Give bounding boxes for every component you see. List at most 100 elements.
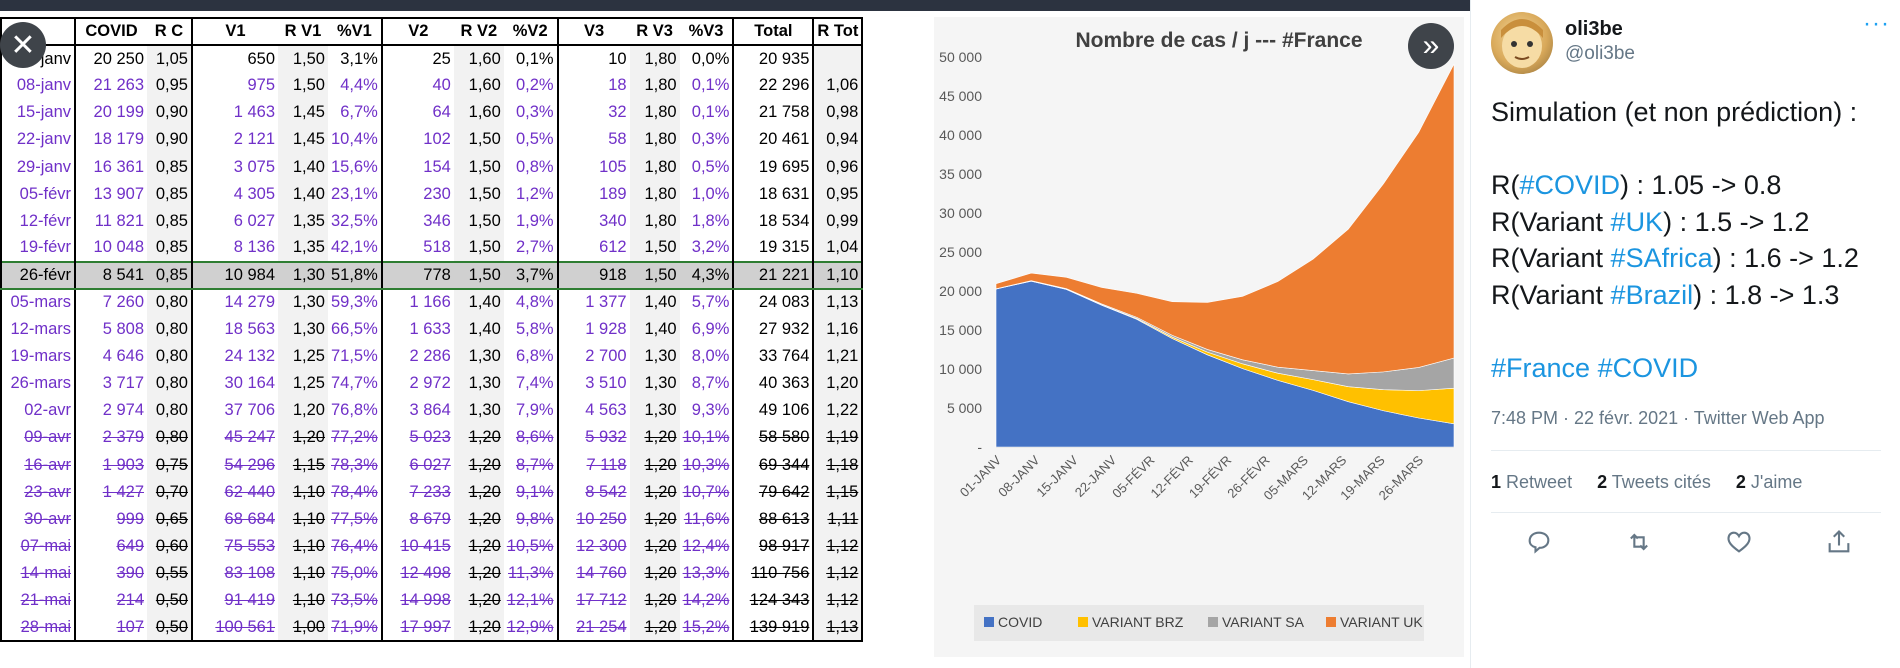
- table-cell: 1,30: [278, 260, 328, 290]
- table-cell: 1,35: [278, 207, 328, 235]
- hashtag-link[interactable]: #COVID: [1597, 353, 1699, 384]
- table-cell: 21 263: [74, 72, 147, 100]
- quote-tweets-stat[interactable]: 2 Tweets cités: [1597, 472, 1711, 492]
- column-header: R V2: [460, 22, 498, 41]
- divider: [1491, 450, 1881, 451]
- hashtag-link[interactable]: #SAfrica: [1610, 243, 1713, 274]
- tweet-line-r-uk: R(Variant #UK) : 1.5 -> 1.2: [1491, 206, 1810, 237]
- table-row: 14-mai 390 0,55 83 108 1,10 75,0% 12 498 1,20 11…: [0, 559, 864, 587]
- table-cell: 51,8%: [328, 260, 382, 290]
- table-cell: 0,5%: [515, 130, 554, 149]
- table-cell: 10,3%: [682, 455, 730, 474]
- column-header: Total: [732, 18, 814, 46]
- table-cell: 10,1%: [682, 428, 730, 447]
- table-cell: 0,60: [147, 532, 192, 560]
- table-cell: 8 542: [556, 478, 630, 506]
- table-cell: 0,80: [147, 343, 192, 371]
- like-icon[interactable]: [1725, 528, 1753, 556]
- chart-y-axis: - 5 000 10 000 15 000 20 000 25 000 30 000 35 0…: [939, 49, 1454, 455]
- tweet-line-intro: Simulation (et non prédiction) :: [1491, 97, 1858, 127]
- table-cell: 91 419: [191, 586, 278, 615]
- reply-icon[interactable]: [1525, 528, 1553, 556]
- table-cell: 0,99: [812, 207, 864, 235]
- table-cell: 3 510: [556, 370, 630, 398]
- table-cell: 0,80: [147, 316, 192, 344]
- tweet-panel: oli3be @oli3be ··· Simulation (et non pr…: [1470, 0, 1900, 668]
- table-cell: 83 108: [191, 559, 278, 587]
- table-cell: 1,00: [278, 614, 328, 643]
- table-cell: 0,90: [147, 126, 192, 154]
- table-cell: 0,3%: [515, 103, 554, 122]
- table-cell: 1,8%: [691, 211, 730, 230]
- expand-panel-button[interactable]: »: [1408, 23, 1454, 69]
- table-cell: 10 415: [380, 532, 454, 560]
- table-cell: 1,60: [453, 45, 504, 73]
- table-cell: 1,20: [453, 614, 504, 643]
- table-cell: 4 646: [74, 343, 147, 371]
- table-cell: 75,0%: [331, 563, 378, 582]
- tweet-line-r-covid: R(#COVID) : 1.05 -> 0.8: [1491, 170, 1782, 201]
- table-row: 19-mars 4 646 0,80 24 132 1,25 71,5% 2 286 1,30…: [0, 343, 864, 371]
- table-cell: 1 427: [74, 478, 147, 506]
- table-cell: 1 633: [380, 316, 454, 344]
- table-cell: 1,50: [453, 260, 504, 290]
- hashtag-link[interactable]: #COVID: [1519, 170, 1621, 201]
- table-cell: 76,4%: [331, 536, 378, 555]
- table-cell: 22 296: [732, 72, 814, 100]
- row-date-cell: 26-févr: [0, 260, 75, 290]
- retweet-icon[interactable]: [1625, 528, 1653, 556]
- table-cell: 88 613: [732, 505, 814, 533]
- divider: [1491, 512, 1881, 513]
- table-cell: 1,45: [278, 99, 328, 127]
- table-cell: 1,40: [453, 316, 504, 344]
- table-cell: 340: [556, 207, 630, 235]
- table-cell: 0,80: [147, 288, 192, 317]
- table-cell: [812, 45, 864, 73]
- table-cell: 11,6%: [683, 509, 730, 528]
- chart-legend: COVID VARIANT BRZ VARIANT SA VARIANT UK: [974, 605, 1424, 641]
- hashtag-link[interactable]: #Brazil: [1610, 279, 1694, 310]
- table-cell: 0,80: [147, 424, 192, 452]
- table-cell: 58: [556, 126, 630, 154]
- row-date-cell: 21-mai: [0, 586, 75, 615]
- avatar[interactable]: [1491, 12, 1553, 74]
- table-cell: 40: [380, 72, 454, 100]
- more-options-icon[interactable]: ···: [1863, 10, 1890, 37]
- column-header: V1: [191, 18, 278, 46]
- y-tick-label: 20 000: [939, 283, 982, 299]
- close-viewer-button[interactable]: ✕: [0, 22, 46, 68]
- table-row: 05-mars 7 260 0,80 14 279 1,30 59,3% 1 166 1,40…: [0, 288, 864, 317]
- hashtag-link[interactable]: #France: [1491, 353, 1591, 384]
- simulation-table: COVID R C V1 R V1 %V1 V2 R V2 %V2 V3 R V3 %V3 Total…: [0, 17, 864, 643]
- share-icon[interactable]: [1825, 528, 1853, 556]
- chart-title: Nombre de cas / j --- #France: [1075, 29, 1362, 52]
- table-cell: 0,94: [812, 126, 864, 154]
- row-date-cell: 23-avr: [0, 478, 75, 506]
- legend-label: VARIANT BRZ: [1092, 614, 1184, 630]
- table-cell: 1,50: [453, 180, 504, 208]
- table-cell: 1,80: [629, 72, 680, 100]
- row-date-cell: 26-mars: [0, 370, 75, 398]
- table-cell: 1,80: [629, 126, 680, 154]
- table-cell: 24 132: [191, 343, 278, 371]
- table-cell: 1,40: [278, 153, 328, 181]
- retweets-stat[interactable]: 1 Retweet: [1491, 472, 1573, 492]
- table-cell: 999: [74, 505, 147, 533]
- table-cell: 1,10: [278, 478, 328, 506]
- tweet-timestamp[interactable]: 7:48 PM · 22 févr. 2021 · Twitter Web Ap…: [1491, 408, 1825, 428]
- table-cell: 12 300: [556, 532, 630, 560]
- hashtag-link[interactable]: #UK: [1610, 206, 1664, 237]
- y-tick-label: 45 000: [939, 88, 982, 104]
- table-cell: 1,50: [453, 126, 504, 154]
- likes-stat[interactable]: 2 J'aime: [1735, 472, 1803, 492]
- table-cell: 107: [74, 614, 147, 643]
- table-cell: 390: [74, 559, 147, 587]
- table-cell: 1,9%: [515, 211, 554, 230]
- table-cell: 42,1%: [331, 238, 378, 257]
- table-row: 05-févr 13 907 0,85 4 305 1,40 23,1% 230 1,50 1,…: [0, 180, 864, 208]
- display-name[interactable]: oli3be: [1565, 18, 1623, 40]
- table-cell: 0,1%: [515, 49, 554, 68]
- table-cell: 518: [380, 234, 454, 262]
- user-handle[interactable]: @oli3be: [1565, 43, 1635, 64]
- table-cell: 15,2%: [679, 614, 734, 643]
